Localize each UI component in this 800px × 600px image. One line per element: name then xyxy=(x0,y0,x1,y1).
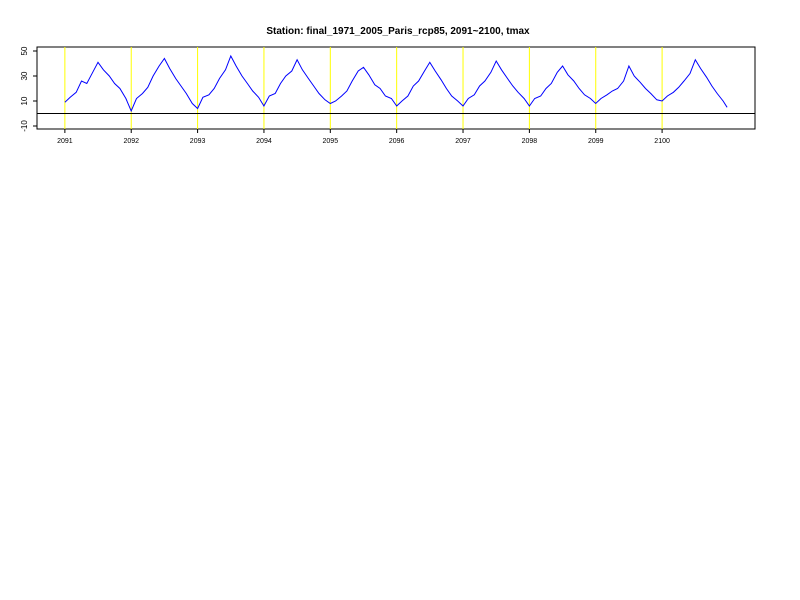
x-tick-label: 2098 xyxy=(522,138,538,145)
x-tick-label: 2096 xyxy=(389,138,405,145)
x-tick-label: 2092 xyxy=(123,138,139,145)
plot-frame xyxy=(36,46,756,130)
y-tick-label: 50 xyxy=(20,46,29,55)
y-tick-label: 10 xyxy=(20,96,29,105)
x-tick-label: 2100 xyxy=(654,138,670,145)
y-tick-label: -10 xyxy=(20,120,29,132)
series-line xyxy=(64,54,728,113)
x-tick-label: 2093 xyxy=(190,138,206,145)
chart-title: Station: final_1971_2005_Paris_rcp85, 20… xyxy=(266,26,530,37)
x-tick-label: 2094 xyxy=(256,138,272,145)
x-tick-label: 2095 xyxy=(323,138,339,145)
x-tick-label: 2091 xyxy=(57,138,73,145)
x-tick-label: 2097 xyxy=(455,138,471,145)
x-tick-label: 2099 xyxy=(588,138,604,145)
y-tick-label: 30 xyxy=(20,71,29,80)
